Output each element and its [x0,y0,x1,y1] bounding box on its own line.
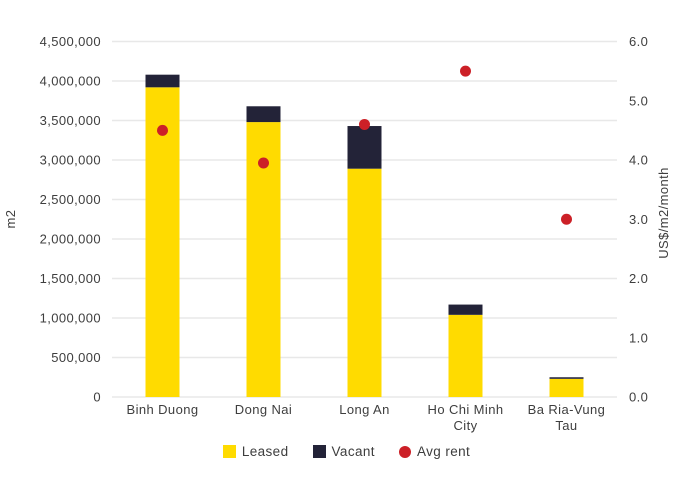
bar-leased-ba-ria-vung-tau [549,378,584,397]
chart-legend: Leased Vacant Avg rent [0,444,693,459]
legend-item-avg-rent: Avg rent [398,444,471,459]
avg-rent-swatch-icon [398,445,411,458]
left-axis-tick-label: 3,500,000 [40,113,101,128]
dot-avg-rent-ho-chi-minh-city [460,65,471,77]
legend-label: Vacant [331,444,375,459]
legend-item-leased: Leased [222,444,289,459]
bar-leased-binh-duong [145,87,180,397]
x-axis-category-label: Binh Duong [127,402,199,417]
bar-vacant-ba-ria-vung-tau [549,377,584,379]
right-axis-tick-label: 1.0 [629,330,648,345]
bar-leased-ho-chi-minh-city [448,314,483,397]
bar-vacant-long-an [347,126,382,169]
dot-avg-rent-ba-ria-vung-tau [561,213,572,225]
x-axis-category-label: Tau [555,418,577,433]
left-axis-tick-label: 2,000,000 [40,232,101,247]
chart-svg: 0 500,000 1,000,000 1,500,000 2,000,000 2,500… [3,34,671,433]
right-axis-tick-label: 2.0 [629,271,648,286]
vacant-swatch-icon [312,445,326,458]
dot-avg-rent-binh-duong [157,124,168,136]
left-axis-tick-label: 0 [93,390,101,405]
left-axis-tick-label: 2,500,000 [40,192,101,207]
right-axis-tick-label: 4.0 [629,153,648,168]
left-axis-tick-label: 1,000,000 [40,311,101,326]
legend-label: Leased [241,444,289,459]
left-axis-tick-label: 4,000,000 [40,74,101,89]
x-axis-category-label: Dong Nai [235,402,292,417]
bar-leased-long-an [347,168,382,397]
x-axis-category-label: Long An [339,402,390,417]
right-axis-tick-label: 3.0 [629,212,648,227]
x-axis-category-label: Ba Ria-Vung [528,402,606,417]
left-axis-tick-label: 1,500,000 [40,271,101,286]
legend-item-vacant: Vacant [312,444,375,459]
left-axis-title: m2 [3,210,18,229]
legend-label: Avg rent [416,444,471,459]
leased-swatch-icon [222,445,236,458]
right-axis-tick-label: 5.0 [629,93,648,108]
left-axis-tick-label: 3,000,000 [40,153,101,168]
x-axis-category-label: City [454,418,478,433]
bar-vacant-ho-chi-minh-city [448,304,483,315]
right-axis-tick-label: 0.0 [629,390,648,405]
x-axis-category-label: Ho Chi Minh [428,402,504,417]
dot-avg-rent-dong-nai [258,157,269,169]
left-axis-tick-label: 4,500,000 [40,34,101,49]
bar-vacant-binh-duong [145,74,180,88]
bar-vacant-dong-nai [246,106,281,123]
left-axis-tick-label: 500,000 [51,350,101,365]
right-axis-title: US$/m2/month [656,167,671,259]
dot-avg-rent-long-an [359,118,370,130]
right-axis-tick-label: 6.0 [629,34,648,49]
